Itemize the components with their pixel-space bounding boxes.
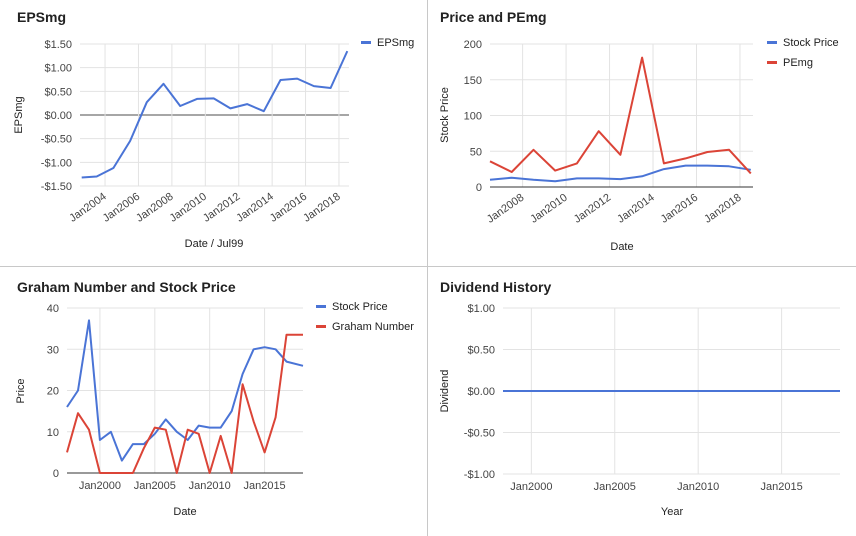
y-tick-label: -$0.50 xyxy=(464,428,495,440)
epsmg-chart-panel: EPSmg $1.50 $1.00 $0.50 $0.00 -$0.50 -$1.00 -$1… xyxy=(0,0,428,267)
x-tick-label: Jan2018 xyxy=(301,191,342,225)
x-tick-label: Jan2010 xyxy=(168,191,209,225)
dividend-history-chart: Dividend History $1.00 $0.50 $0.00 -$0.50 -$1… xyxy=(439,279,840,518)
chart-title: Dividend History xyxy=(440,279,551,295)
x-tick-label: Jan2015 xyxy=(760,481,802,493)
y-tick-label: 20 xyxy=(47,386,59,398)
legend-label: Stock Price xyxy=(332,301,388,313)
x-tick-label: Jan2005 xyxy=(594,481,636,493)
y-tick-label: 100 xyxy=(464,111,482,123)
legend-swatch xyxy=(316,305,326,308)
y-tick-label: -$0.50 xyxy=(41,134,72,146)
y-tick-label: 0 xyxy=(476,182,482,194)
chart-title: EPSmg xyxy=(17,9,66,25)
x-tick-label: Jan2004 xyxy=(67,191,108,225)
y-tick-label: 40 xyxy=(47,303,59,315)
legend-label: PEmg xyxy=(783,57,813,69)
chart-title: Graham Number and Stock Price xyxy=(17,279,236,295)
x-tick-label: Jan2012 xyxy=(201,191,242,225)
y-tick-label: 200 xyxy=(464,39,482,51)
y-tick-label: 0 xyxy=(53,468,59,480)
x-tick-label: Jan2000 xyxy=(510,481,552,493)
graham-number-chart-panel: Graham Number and Stock Price 40 30 20 10 0 Ja… xyxy=(0,267,428,536)
x-tick-label: Jan2016 xyxy=(268,191,309,225)
x-tick-label: Jan2010 xyxy=(677,481,719,493)
x-axis-label: Date xyxy=(173,506,196,518)
legend-swatch xyxy=(316,325,326,328)
y-tick-label: -$1.00 xyxy=(41,157,72,169)
y-tick-label: 10 xyxy=(47,427,59,439)
x-tick-label: Jan2006 xyxy=(101,191,142,225)
legend-swatch xyxy=(767,61,777,64)
x-tick-label: Jan2014 xyxy=(615,192,656,226)
price-pemg-chart-panel: Price and PEmg 200 150 100 50 0 Jan2008 Jan2010… xyxy=(428,0,856,267)
y-tick-label: 50 xyxy=(470,146,482,158)
series-line-pemg xyxy=(489,56,752,175)
y-tick-label: $0.00 xyxy=(44,110,72,122)
series-line-stock-price xyxy=(489,164,751,183)
legend-swatch xyxy=(767,41,777,44)
y-tick-label: -$1.50 xyxy=(41,181,72,193)
x-tick-label: Jan2008 xyxy=(134,191,175,225)
y-tick-label: $0.50 xyxy=(44,86,72,98)
legend-label: Stock Price xyxy=(783,37,839,49)
legend-swatch xyxy=(361,41,371,44)
y-axis-label: Dividend xyxy=(439,370,451,413)
y-tick-label: $0.50 xyxy=(467,345,495,357)
x-tick-label: Jan2008 xyxy=(485,192,526,226)
series-line-graham-number xyxy=(66,333,303,474)
y-axis-label: EPSmg xyxy=(13,96,25,133)
y-tick-label: 30 xyxy=(47,344,59,356)
y-tick-label: -$1.00 xyxy=(464,469,495,481)
graham-number-chart: Graham Number and Stock Price 40 30 20 10 0 Ja… xyxy=(15,279,414,518)
x-axis-label: Date xyxy=(610,241,633,253)
dividend-history-chart-panel: Dividend History $1.00 $0.50 $0.00 -$0.50 -$1… xyxy=(428,267,856,536)
x-tick-label: Jan2010 xyxy=(528,192,569,226)
x-tick-label: Jan2005 xyxy=(134,480,176,492)
x-tick-label: Jan2018 xyxy=(702,192,743,226)
series-line-epsmg xyxy=(81,50,349,179)
series-line-stock-price xyxy=(66,319,304,462)
y-axis-label: Stock Price xyxy=(439,87,451,143)
x-tick-label: Jan2015 xyxy=(243,480,285,492)
y-tick-label: $1.50 xyxy=(44,39,72,51)
legend-label: Graham Number xyxy=(332,321,414,333)
legend-label: EPSmg xyxy=(377,37,414,49)
x-axis-label: Year xyxy=(661,506,684,518)
epsmg-chart: EPSmg $1.50 $1.00 $0.50 $0.00 -$0.50 -$1.00 -$1… xyxy=(13,9,414,250)
x-tick-label: Jan2000 xyxy=(79,480,121,492)
y-tick-label: $1.00 xyxy=(467,303,495,315)
y-tick-label: $1.00 xyxy=(44,63,72,75)
x-axis-label: Date / Jul99 xyxy=(185,238,244,250)
y-axis-label: Price xyxy=(15,378,27,403)
x-tick-label: Jan2016 xyxy=(659,192,700,226)
y-tick-label: $0.00 xyxy=(467,386,495,398)
x-tick-label: Jan2014 xyxy=(234,191,275,225)
y-tick-label: 150 xyxy=(464,75,482,87)
chart-title: Price and PEmg xyxy=(440,9,547,25)
x-tick-label: Jan2010 xyxy=(189,480,231,492)
x-tick-label: Jan2012 xyxy=(572,192,613,226)
